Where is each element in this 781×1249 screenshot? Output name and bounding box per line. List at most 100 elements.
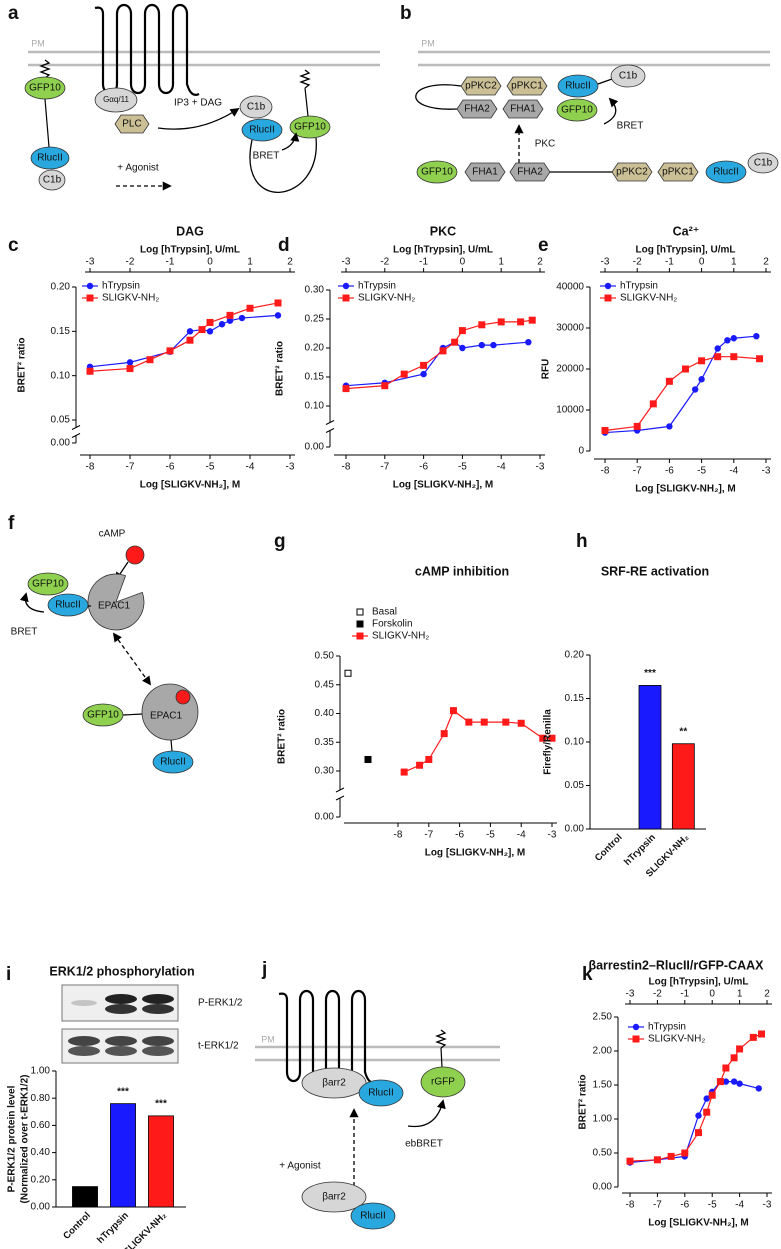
y-tick-label: 2.00	[593, 1046, 613, 1057]
label: e	[538, 235, 549, 256]
y-axis-label: (Normalized over t-ERK1/2)	[20, 1075, 31, 1204]
node	[358, 1079, 404, 1107]
x2-tick-label: 2	[287, 257, 293, 268]
point	[667, 1152, 675, 1160]
label: BRET	[253, 151, 280, 162]
point	[206, 328, 214, 335]
point	[400, 370, 408, 378]
bar	[638, 685, 662, 830]
connector	[39, 59, 51, 79]
point	[698, 376, 705, 383]
x2-tick-label: 1	[247, 257, 253, 268]
bar	[671, 743, 695, 830]
connector	[281, 132, 300, 151]
point	[730, 353, 738, 361]
x2-axis-label: Log [hTrypsin], U/mL	[393, 245, 493, 256]
point	[756, 355, 764, 363]
connector	[157, 108, 240, 130]
x-tick-label: -7	[380, 462, 389, 473]
line	[304, 87, 309, 117]
node	[506, 76, 548, 96]
blot-band	[105, 994, 137, 1004]
legend-label: hTrypsin	[358, 281, 396, 292]
label: PM	[31, 38, 45, 48]
label: PKC	[535, 139, 556, 150]
point	[480, 718, 488, 726]
x-axis-label: Log [SLIGKV-NH₂], M	[635, 484, 736, 495]
point	[246, 304, 254, 312]
y-tick-label: 20000	[556, 364, 584, 375]
point	[703, 1108, 711, 1116]
y-axis-label: Firefly/Renilla	[543, 709, 554, 775]
point	[716, 1078, 724, 1086]
point	[420, 361, 428, 369]
x2-tick-label: 0	[699, 257, 705, 268]
label: b	[400, 3, 412, 24]
label: cAMP inhibition	[415, 564, 509, 578]
label: + Agonist	[279, 1161, 321, 1172]
y-tick-label: 40000	[556, 282, 584, 293]
legend-marker	[356, 620, 364, 628]
point	[633, 422, 641, 430]
y-axis-label: RFU	[541, 359, 552, 380]
node	[705, 160, 747, 184]
x-tick-label: hTrypsin	[95, 1210, 131, 1246]
axis-break	[325, 428, 335, 433]
x-axis-label: Log [SLIGKV-NH₂], M	[393, 480, 494, 491]
y-axis-label: P-ERK1/2 protein level	[7, 1085, 18, 1192]
blot-band	[71, 1000, 97, 1006]
x2-tick-label: -1	[665, 257, 674, 268]
label: GFP10	[294, 122, 326, 133]
point	[681, 1149, 689, 1157]
point	[698, 357, 706, 365]
label: SRF-RE activation	[601, 564, 709, 578]
x2-tick-label: 1	[731, 257, 737, 268]
node	[152, 750, 194, 774]
point	[682, 365, 689, 373]
point	[226, 317, 234, 324]
y-tick-label: 0.00	[305, 442, 325, 453]
legend-label: SLIGKV-NH₂	[372, 631, 429, 642]
line	[44, 98, 50, 148]
label: d	[278, 235, 290, 256]
x2-tick-label: -2	[653, 989, 662, 1000]
label: RlucII	[360, 1211, 386, 1222]
label: GFP10	[421, 167, 453, 178]
x-tick-label: -7	[653, 1200, 662, 1211]
x2-tick-label: -3	[86, 257, 95, 268]
label: pPKC1	[511, 81, 543, 92]
series-line	[89, 302, 279, 372]
label: pPKC2	[616, 167, 648, 178]
y-tick-label: 0.40	[31, 1147, 51, 1158]
point	[416, 761, 424, 769]
node	[460, 76, 502, 96]
x-tick-label: -8	[394, 830, 403, 841]
y-tick-label: 0.10	[51, 370, 71, 381]
y-tick-label: 0.15	[565, 693, 585, 704]
point	[86, 367, 94, 375]
x2-tick-label: -1	[419, 257, 428, 268]
node	[38, 169, 66, 191]
axis-break	[335, 795, 345, 801]
point	[649, 400, 657, 408]
point	[449, 707, 457, 715]
y-tick-label: 0.00	[51, 438, 71, 449]
blot-label: t-ERK1/2	[198, 1041, 239, 1052]
label: C1b	[754, 158, 773, 169]
point	[458, 327, 466, 335]
point	[364, 756, 372, 763]
node	[502, 99, 544, 119]
point	[439, 347, 447, 355]
y-axis-label: BRET² ratio	[17, 338, 28, 393]
label: GFP10	[32, 579, 64, 590]
point	[206, 318, 214, 326]
y-tick-label: 0.00	[593, 1182, 613, 1193]
x2-tick-label: 1	[737, 989, 743, 1000]
label: k	[582, 964, 593, 985]
bar	[148, 1115, 174, 1208]
x-tick-label: -3	[286, 462, 295, 473]
y-tick-label: 0.00	[565, 824, 585, 835]
point	[459, 344, 466, 352]
x2-tick-label: -2	[633, 257, 642, 268]
point	[525, 339, 532, 346]
